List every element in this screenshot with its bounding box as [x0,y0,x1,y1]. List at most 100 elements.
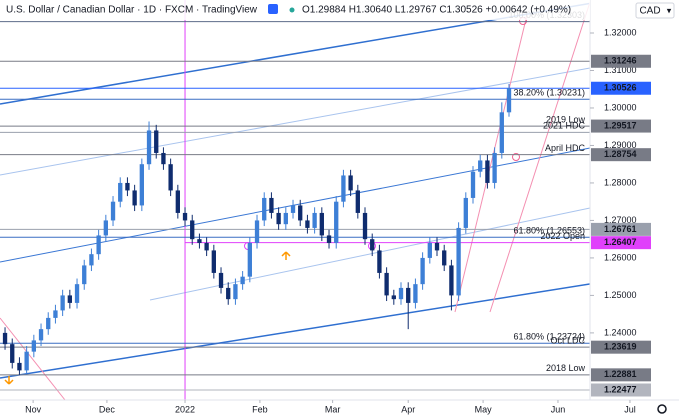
candle-body [17,362,22,371]
candle-body [298,205,303,221]
candle-body [377,250,382,273]
arrow-marker [4,376,14,385]
candle-body [506,88,512,113]
channel-line [0,67,591,176]
price-label: 1.29517 [604,120,637,130]
candle-body [226,287,231,300]
settings-icon[interactable] [657,404,667,414]
currency: CAD [639,6,660,17]
x-tick-label: Mar [325,404,341,414]
candle-body [146,130,152,165]
candle-body [218,272,224,288]
candle-body [60,295,65,311]
candle-body [269,197,274,213]
checkbox[interactable] [268,4,278,14]
candle-body [499,112,504,153]
candle-body [2,332,8,345]
level-note: 2021 HDC [543,121,586,131]
price-label-box [591,383,651,397]
price-label-box [591,54,651,68]
candle-body [449,265,454,296]
price-label-box [591,236,651,250]
header: U.S. Dollar / Canadian Dollar · 1D · FXC… [0,0,675,20]
candle-body [334,201,339,243]
price-label: 1.30526 [604,83,637,93]
candle-body [204,242,209,251]
candle-body [254,220,260,243]
price-label-box [591,119,651,133]
candle-body [182,212,188,221]
fan-line [454,14,528,313]
y-tick-label: 1.27000 [604,215,637,225]
level-note: 61.80% (1.26553) [513,226,585,236]
candle-body [46,317,51,330]
x-tick-label: 2022 [175,404,195,414]
candle-body [139,164,144,206]
candle-body [427,242,432,258]
fan-line [489,1,591,313]
channel-line [149,207,591,301]
price-label-box [591,340,651,354]
x-tick-label: Jun [551,404,566,414]
candle-body [240,276,245,285]
candle-body [53,310,58,318]
price-label: 1.22477 [604,384,637,394]
x-tick-label: Feb [252,404,268,414]
candle-body [470,171,476,198]
candle-body [413,284,418,303]
candle-body [247,242,252,277]
level-note: 2019 Low [546,114,586,124]
candle-body [341,175,346,202]
arrow-marker [281,251,291,260]
y-tick-label: 1.29000 [604,140,637,150]
price-label: 1.23619 [604,342,637,352]
candle-body [478,160,483,172]
level-note: Oct LDC [550,336,585,346]
candle-body [132,190,137,206]
candle-body [406,287,411,303]
candle-body [326,235,332,243]
price-label: 1.28754 [604,149,637,159]
candle-body [10,344,15,363]
x-tick-label: May [475,404,493,414]
candle-body [312,212,317,228]
candle-body [319,212,324,236]
currency-caret: ▾ [667,5,672,15]
price-label-box [591,81,651,95]
candle-body [384,272,389,296]
x-tick-label: Jul [624,404,636,414]
currency-button[interactable] [635,2,675,19]
candles [2,83,512,375]
candle-body [125,182,130,191]
y-tick-label: 1.31000 [604,65,637,75]
price-label-box [591,148,651,162]
candle-body [197,239,202,243]
candle-body [38,329,44,341]
y-tick-label: 1.30000 [604,102,637,112]
candle-body [348,175,353,191]
candle-body [463,197,468,228]
channel-line [0,275,641,379]
candle-body [175,190,180,213]
y-tick-label: 1.26000 [604,252,637,262]
candle-body [89,254,94,266]
candle-body [154,130,159,153]
x-tick-label: Apr [401,404,415,414]
candle-body [168,164,173,191]
candle-body [211,250,216,273]
y-tick-label: 1.32000 [604,27,637,37]
chart-title: U.S. Dollar / Canadian Dollar · 1D · FXC… [6,5,258,16]
candle-body [161,152,166,165]
header-bg [0,0,590,20]
candle-body [456,227,461,296]
pivot-marker [512,153,520,161]
price-label: 1.26407 [604,237,637,247]
candle-body [391,295,396,300]
candle-body [420,257,425,285]
price-label: 1.31246 [604,56,637,66]
status-dot [289,7,295,13]
level-note: April HDC [545,143,586,153]
